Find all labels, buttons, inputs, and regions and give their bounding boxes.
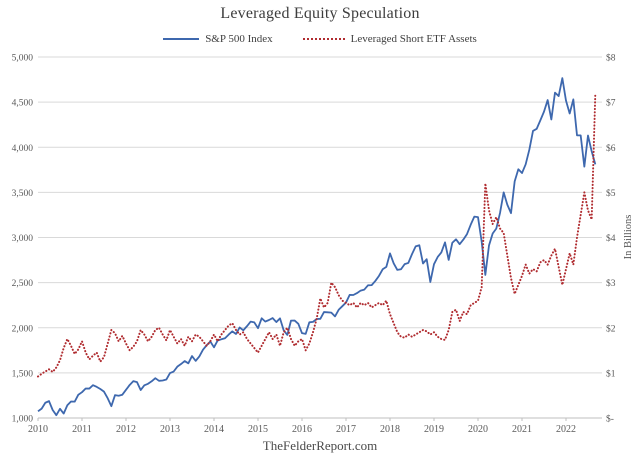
left-axis-tick-label: 4,000 (12, 144, 34, 154)
right-axis-tick-label: $8 (606, 53, 616, 64)
sp500-line (37, 77, 597, 417)
right-axis-tick-label: $1 (606, 368, 616, 379)
footer-site-label: TheFelderReport.com (262, 438, 378, 453)
left-axis-tick-label: 3,500 (12, 189, 34, 199)
left-axis-tick-label: 3,000 (12, 234, 34, 244)
left-axis-tick-label: 2,500 (12, 279, 34, 289)
left-axis-tick-label: 5,000 (12, 54, 34, 64)
right-axis-tick-label: $4 (606, 233, 616, 244)
leveraged-short-etf-line (37, 92, 597, 378)
x-axis-tick-label: 2022 (556, 424, 576, 435)
x-axis-tick-label: 2016 (292, 424, 312, 435)
left-axis-tick-label: 1,500 (12, 369, 34, 379)
x-axis-tick-label: 2015 (248, 424, 268, 435)
right-axis-tick-label: $6 (606, 143, 616, 154)
x-axis-tick-label: 2018 (380, 424, 400, 435)
right-axis-tick-label: $7 (606, 98, 616, 109)
x-axis-tick-label: 2012 (116, 424, 136, 435)
right-axis-tick-label: $- (606, 414, 614, 425)
x-axis-tick-label: 2021 (512, 424, 532, 435)
right-axis-tick-label: $2 (606, 323, 616, 334)
x-axis-tick-label: 2011 (72, 424, 92, 435)
left-axis-tick-label: 2,000 (12, 324, 34, 334)
chart-legend: S&P 500 Index Leveraged Short ETF Assets (0, 31, 640, 47)
legend-item-etf-assets: Leveraged Short ETF Assets (302, 33, 477, 45)
legend-label-sp500: S&P 500 Index (205, 33, 273, 45)
right-axis-tick-label: $5 (606, 188, 616, 199)
x-axis-tick-label: 2010 (28, 424, 48, 435)
right-axis-title: In Billions (623, 215, 634, 260)
etf-assets-line-swatch-icon (302, 38, 345, 40)
chart-title: Leveraged Equity Speculation (220, 5, 420, 22)
x-axis-tick-label: 2020 (468, 424, 488, 435)
x-axis-tick-label: 2019 (424, 424, 444, 435)
left-axis-tick-label: 1,000 (12, 415, 34, 425)
legend-label-etf-assets: Leveraged Short ETF Assets (350, 33, 477, 45)
left-axis-tick-label: 4,500 (12, 99, 34, 109)
sp500-line-swatch-icon (163, 38, 200, 40)
legend-item-sp500: S&P 500 Index (163, 33, 273, 45)
x-axis-tick-label: 2013 (160, 424, 180, 435)
x-axis-tick-label: 2014 (204, 424, 224, 435)
right-axis-tick-label: $3 (606, 278, 616, 289)
x-axis-tick-label: 2017 (336, 424, 356, 435)
